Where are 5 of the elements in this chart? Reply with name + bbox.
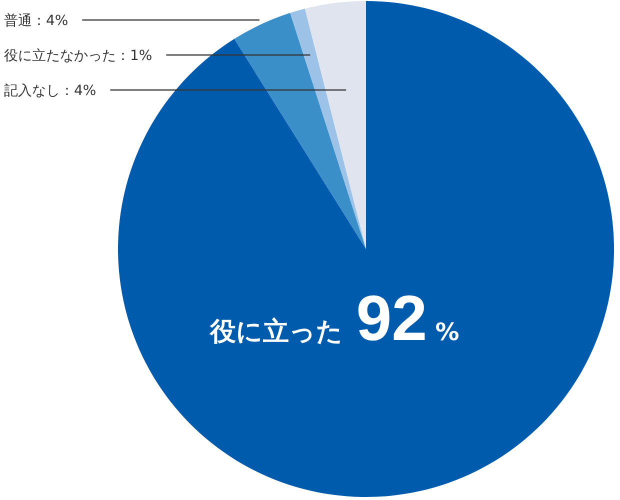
slice-label: 普通：4% [4,12,68,29]
slice-label: 役に立たなかった：1% [4,48,152,64]
slice-label: 記入なし：4% [4,83,96,99]
slice-label: 役に立った [209,317,352,347]
data-label: 92% [356,282,460,354]
